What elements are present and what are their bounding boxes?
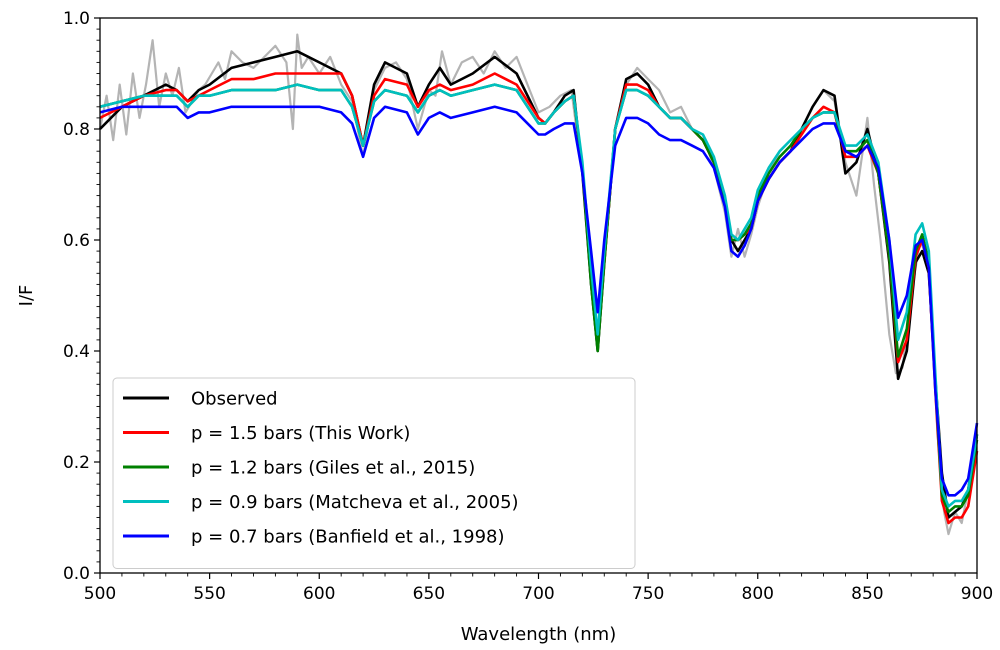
x-axis: 500 550 600 650 700 750 800 850 900 [84,573,993,604]
legend-label-0: Observed [191,389,278,410]
series-line-4 [99,105,979,497]
legend-label-3: p = 0.9 bars (Matcheva et al., 2005) [191,492,519,513]
x-tick-label: 900 [961,584,993,604]
x-tick-label: 550 [193,584,225,604]
y-tick-label: 1.0 [63,9,90,29]
legend-label-2: p = 1.2 bars (Giles et al., 2015) [191,458,475,479]
x-tick-label: 650 [413,584,445,604]
x-tick-label: 600 [303,584,335,604]
legend: Observed p = 1.5 bars (This Work) p = 1.2 … [112,377,636,569]
x-tick-label: 800 [742,584,774,604]
observed-noise-band [98,33,979,536]
legend-box [112,377,636,569]
legend-label-1: p = 1.5 bars (This Work) [191,423,410,444]
x-axis-label: Wavelength (nm) [461,624,617,645]
series-lines [99,50,979,525]
y-tick-label: 0.0 [63,564,90,584]
y-axis-label: I/F [16,285,37,307]
y-tick-label: 0.2 [63,453,90,473]
x-tick-label: 500 [84,584,116,604]
y-axis: 0.0 0.2 0.4 0.6 0.8 1.0 [63,9,100,584]
legend-label-4: p = 0.7 bars (Banfield et al., 1998) [191,527,505,548]
x-tick-label: 850 [851,584,883,604]
x-tick-label: 750 [632,584,664,604]
y-tick-label: 0.6 [63,231,90,251]
y-tick-label: 0.8 [63,120,90,140]
legend-items: Observed p = 1.5 bars (This Work) p = 1.2 … [123,389,519,548]
x-tick-label: 700 [522,584,554,604]
y-tick-label: 0.4 [63,342,90,362]
plot-area [98,33,979,536]
